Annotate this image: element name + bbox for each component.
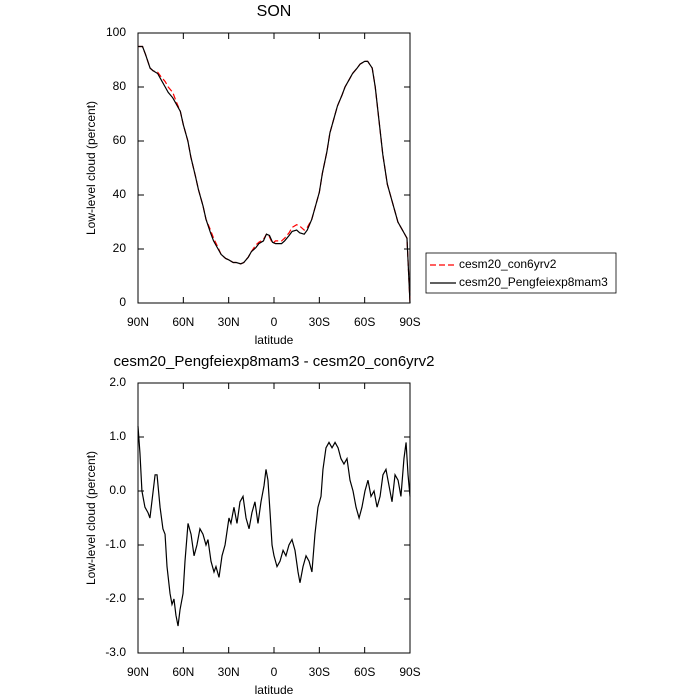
y-tick-label: -1.0 bbox=[105, 537, 126, 551]
x-tick-label: 30S bbox=[309, 665, 330, 679]
x-tick-label: 90N bbox=[127, 315, 149, 329]
x-tick-label: 60N bbox=[172, 665, 194, 679]
x-tick-label: 60S bbox=[354, 315, 375, 329]
x-axis-label: latitude bbox=[255, 683, 294, 697]
y-axis-label: Low-level cloud (percent) bbox=[84, 101, 98, 235]
y-tick-label: 40 bbox=[113, 187, 127, 201]
x-tick-label: 90S bbox=[399, 315, 420, 329]
legend-label: cesm20_con6yrv2 bbox=[459, 257, 557, 271]
x-tick-label: 0 bbox=[271, 665, 278, 679]
x-tick-label: 30N bbox=[218, 665, 240, 679]
x-tick-label: 30N bbox=[218, 315, 240, 329]
data-line bbox=[137, 426, 411, 627]
y-tick-label: -2.0 bbox=[105, 591, 126, 605]
chart-title: cesm20_Pengfeiexp8mam3 - cesm20_con6yrv2 bbox=[114, 353, 435, 370]
legend-label: cesm20_Pengfeiexp8mam3 bbox=[459, 275, 608, 289]
x-tick-label: 0 bbox=[271, 315, 278, 329]
y-tick-label: 80 bbox=[113, 79, 127, 93]
x-axis-label: latitude bbox=[255, 333, 294, 347]
y-axis-label: Low-level cloud (percent) bbox=[84, 451, 98, 585]
plot-frame bbox=[137, 32, 411, 304]
y-tick-label: 2.0 bbox=[109, 375, 126, 389]
x-tick-label: 90N bbox=[127, 665, 149, 679]
legend-box bbox=[425, 252, 617, 294]
y-tick-label: 1.0 bbox=[109, 429, 126, 443]
y-tick-label: 0.0 bbox=[109, 483, 126, 497]
y-tick-label: 20 bbox=[113, 241, 127, 255]
plot-frame bbox=[137, 382, 411, 654]
y-tick-label: 100 bbox=[106, 25, 126, 39]
x-tick-label: 30S bbox=[309, 315, 330, 329]
x-tick-label: 60N bbox=[172, 315, 194, 329]
y-tick-label: 60 bbox=[113, 133, 127, 147]
chart-title: SON bbox=[257, 3, 292, 20]
x-tick-label: 90S bbox=[399, 665, 420, 679]
data-line bbox=[138, 45, 411, 304]
y-tick-label: 0 bbox=[119, 295, 126, 309]
data-line bbox=[138, 45, 411, 304]
x-tick-label: 60S bbox=[354, 665, 375, 679]
y-tick-label: -3.0 bbox=[105, 645, 126, 659]
